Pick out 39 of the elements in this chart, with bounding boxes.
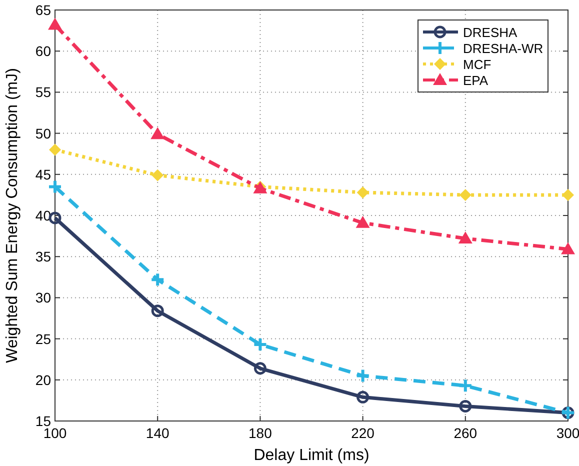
point — [252, 337, 268, 352]
y-tick-label: 65 — [35, 2, 52, 18]
point — [48, 179, 62, 194]
y-tick-label: 35 — [35, 248, 52, 265]
y-tick-label: 25 — [35, 330, 52, 347]
point — [48, 18, 62, 30]
point — [254, 362, 266, 375]
legend-label: MCF — [463, 57, 492, 72]
point — [356, 186, 369, 198]
y-tick-label: 55 — [35, 84, 52, 100]
legend-label: DRESHA-WR — [463, 41, 544, 56]
point — [458, 232, 472, 244]
point — [356, 216, 370, 228]
x-axis-title: Delay Limit (ms) — [254, 447, 370, 464]
legend-label: DRESHA — [463, 25, 518, 40]
y-axis-title: Weighted Sum Energy Consumption (mJ) — [4, 68, 21, 363]
point — [561, 242, 575, 254]
y-tick-label: 30 — [35, 290, 52, 306]
y-tick-label: 60 — [35, 43, 52, 60]
legend-label: EPA — [463, 73, 488, 88]
point — [150, 127, 165, 140]
point — [562, 188, 574, 201]
x-tick-label: 180 — [248, 425, 272, 441]
y-tick-label: 20 — [35, 372, 52, 388]
point — [151, 304, 164, 318]
point — [152, 169, 164, 182]
y-tick-label: 50 — [35, 125, 52, 142]
point — [458, 378, 473, 394]
x-tick-label: 300 — [556, 425, 579, 441]
point — [49, 144, 61, 156]
point — [355, 368, 370, 384]
x-tick-label: 260 — [454, 425, 478, 441]
point — [150, 272, 166, 288]
x-tick-label: 140 — [146, 425, 170, 441]
point — [459, 400, 472, 412]
y-tick-label: 45 — [35, 166, 52, 182]
point — [459, 188, 472, 201]
x-tick-label: 220 — [351, 425, 375, 441]
point — [356, 390, 370, 404]
